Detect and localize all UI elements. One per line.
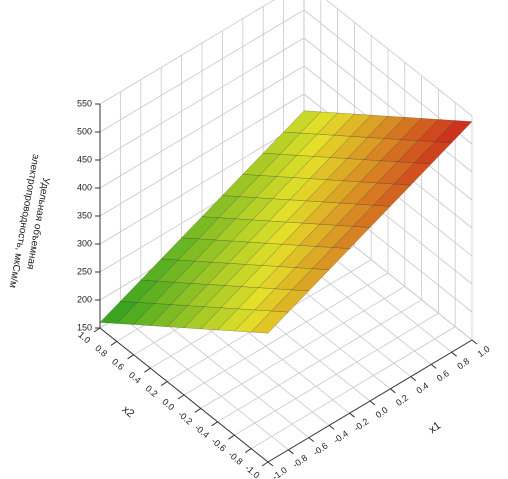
x-tick-label: 0.8 bbox=[455, 356, 471, 371]
z-tick-label: 200 bbox=[77, 294, 92, 304]
z-tick-label: 350 bbox=[77, 210, 92, 220]
wall-grid-line bbox=[99, 0, 275, 105]
y-tick-label: 0.6 bbox=[110, 356, 126, 372]
y-tick-label: 0.8 bbox=[93, 343, 109, 359]
floor-grid-line bbox=[200, 286, 406, 409]
x-tick-label: 0.4 bbox=[414, 380, 430, 395]
floor-grid-line bbox=[250, 326, 456, 449]
y-tick-label: 0.0 bbox=[160, 397, 176, 413]
wall-grid-line bbox=[325, 0, 473, 117]
floor-grid-line bbox=[183, 272, 389, 396]
x-tick-label: -0.8 bbox=[291, 453, 309, 470]
x-tick-label: -0.2 bbox=[352, 416, 370, 433]
y-tick-label: -0.8 bbox=[226, 449, 244, 467]
y-tick bbox=[244, 448, 252, 454]
x-axis-label: x1 bbox=[427, 420, 443, 436]
y-tick bbox=[194, 407, 202, 413]
y-tick-label: 0.4 bbox=[127, 370, 143, 386]
z-tick-label: 400 bbox=[77, 182, 92, 192]
y-tick-label: -0.2 bbox=[176, 409, 194, 427]
x-tick-label: -0.6 bbox=[311, 441, 329, 458]
y-tick bbox=[93, 327, 101, 333]
z-tick-label: 250 bbox=[77, 266, 92, 276]
y-tick bbox=[261, 461, 269, 467]
wall-grid-line bbox=[99, 121, 305, 245]
x-tick bbox=[410, 376, 417, 381]
x-tick bbox=[390, 388, 396, 394]
y-tick bbox=[211, 421, 218, 427]
x-tick bbox=[349, 412, 355, 418]
x-tick-label: -0.4 bbox=[332, 428, 350, 445]
x-tick-label: 0.2 bbox=[394, 393, 410, 408]
y-tick-label: -0.6 bbox=[210, 436, 228, 454]
y-tick bbox=[127, 354, 134, 360]
wall-grid-line bbox=[99, 9, 305, 133]
x-tick bbox=[288, 449, 294, 455]
floor-grid-line bbox=[234, 312, 439, 436]
x-tick bbox=[430, 364, 437, 369]
x-tick-label: 1.0 bbox=[476, 344, 492, 359]
x-tick-label: -1.0 bbox=[270, 465, 288, 479]
x-tick bbox=[451, 351, 457, 357]
x-tick bbox=[267, 461, 274, 467]
x-tick-label: 0.0 bbox=[374, 405, 390, 420]
z-tick-label: 150 bbox=[77, 322, 92, 332]
y-tick bbox=[110, 340, 118, 346]
y-axis-label: x2 bbox=[120, 404, 137, 421]
y-tick bbox=[160, 381, 168, 387]
z-axis-label: Удельная объемная электропроводность, мк… bbox=[7, 153, 53, 289]
wall-grid-line bbox=[99, 93, 305, 217]
layer bbox=[99, 110, 473, 334]
z-tick-label: 300 bbox=[77, 238, 92, 248]
x-tick bbox=[308, 437, 315, 442]
x-tick bbox=[369, 400, 376, 406]
z-tick-label: 500 bbox=[77, 126, 92, 136]
surface-cell bbox=[434, 120, 473, 143]
z-tick-label: 550 bbox=[77, 98, 92, 108]
x-tick bbox=[328, 425, 335, 430]
wall-grid-line bbox=[99, 65, 305, 189]
z-tick-label: 450 bbox=[77, 154, 92, 164]
y-tick-label: -0.4 bbox=[193, 423, 211, 441]
wall-grid-line bbox=[99, 37, 305, 161]
x-tick bbox=[471, 339, 478, 345]
x-tick-label: 0.6 bbox=[435, 368, 451, 383]
y-tick-label: 0.2 bbox=[144, 383, 160, 399]
y-tick bbox=[144, 367, 151, 373]
y-tick bbox=[228, 434, 235, 440]
floor-grid-line bbox=[217, 299, 422, 423]
y-tick bbox=[177, 394, 185, 400]
y-tick-label: -1.0 bbox=[243, 463, 261, 479]
